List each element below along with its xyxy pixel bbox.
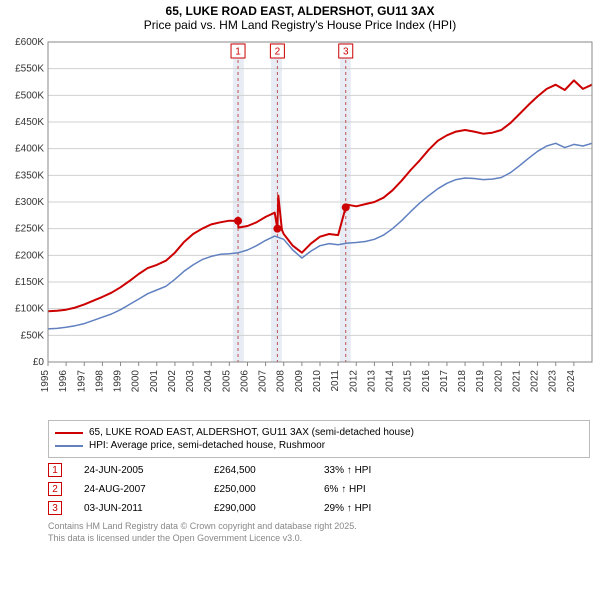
- svg-text:2003: 2003: [185, 370, 196, 393]
- svg-text:2014: 2014: [385, 370, 396, 393]
- svg-text:2001: 2001: [149, 370, 160, 393]
- chart-container: 65, LUKE ROAD EAST, ALDERSHOT, GU11 3AX …: [0, 0, 600, 544]
- svg-text:3: 3: [343, 47, 349, 58]
- svg-text:1999: 1999: [113, 370, 124, 393]
- svg-text:2021: 2021: [511, 370, 522, 393]
- legend-label: HPI: Average price, semi-detached house,…: [89, 440, 325, 451]
- sale-price: £264,500: [214, 465, 324, 476]
- line-chart-svg: £0 £50K £100K £150K £200K £250K £300K £350K £400…: [0, 34, 600, 414]
- legend: 65, LUKE ROAD EAST, ALDERSHOT, GU11 3AX …: [48, 420, 590, 458]
- svg-text:2012: 2012: [348, 370, 359, 393]
- sale-marker-icon: 1: [48, 463, 62, 477]
- svg-text:1: 1: [235, 47, 241, 58]
- sales-table: 1 24-JUN-2005 £264,500 33% ↑ HPI 2 24-AU…: [48, 463, 590, 515]
- legend-label: 65, LUKE ROAD EAST, ALDERSHOT, GU11 3AX …: [89, 427, 414, 438]
- sale-marker-icon: 3: [48, 501, 62, 515]
- svg-text:2002: 2002: [167, 370, 178, 393]
- svg-text:1996: 1996: [58, 370, 69, 393]
- title-address: 65, LUKE ROAD EAST, ALDERSHOT, GU11 3AX: [0, 4, 600, 18]
- svg-text:2016: 2016: [421, 370, 432, 393]
- svg-text:£250K: £250K: [15, 224, 44, 235]
- svg-text:1995: 1995: [40, 370, 51, 393]
- sale-price: £250,000: [214, 484, 324, 495]
- svg-text:£200K: £200K: [15, 250, 44, 261]
- svg-text:2007: 2007: [258, 370, 269, 393]
- title-subtitle: Price paid vs. HM Land Registry's House …: [0, 18, 600, 32]
- chart-area: £0 £50K £100K £150K £200K £250K £300K £350K £400…: [0, 34, 600, 414]
- svg-text:2020: 2020: [493, 370, 504, 393]
- svg-text:2015: 2015: [403, 370, 414, 393]
- svg-text:1997: 1997: [76, 370, 87, 393]
- svg-text:2000: 2000: [131, 370, 142, 393]
- legend-swatch: [55, 432, 83, 434]
- table-row: 3 03-JUN-2011 £290,000 29% ↑ HPI: [48, 501, 590, 515]
- svg-text:1998: 1998: [94, 370, 105, 393]
- legend-swatch: [55, 445, 83, 447]
- svg-text:£600K: £600K: [15, 37, 44, 48]
- svg-text:£350K: £350K: [15, 170, 44, 181]
- sale-price: £290,000: [214, 503, 324, 514]
- footer-attribution: Contains HM Land Registry data © Crown c…: [48, 521, 590, 544]
- svg-text:2019: 2019: [475, 370, 486, 393]
- table-row: 2 24-AUG-2007 £250,000 6% ↑ HPI: [48, 482, 590, 496]
- sale-date: 24-AUG-2007: [84, 484, 214, 495]
- svg-text:2018: 2018: [457, 370, 468, 393]
- svg-text:2010: 2010: [312, 370, 323, 393]
- title-block: 65, LUKE ROAD EAST, ALDERSHOT, GU11 3AX …: [0, 0, 600, 34]
- svg-text:£400K: £400K: [15, 144, 44, 155]
- svg-text:2004: 2004: [203, 370, 214, 393]
- svg-text:2006: 2006: [239, 370, 250, 393]
- svg-text:2023: 2023: [548, 370, 559, 393]
- sale-marker-icon: 2: [48, 482, 62, 496]
- sale-delta: 6% ↑ HPI: [324, 484, 434, 495]
- svg-text:2013: 2013: [366, 370, 377, 393]
- svg-text:£550K: £550K: [15, 64, 44, 75]
- sale-date: 24-JUN-2005: [84, 465, 214, 476]
- svg-text:£50K: £50K: [21, 330, 45, 341]
- sale-delta: 33% ↑ HPI: [324, 465, 434, 476]
- svg-text:2005: 2005: [221, 370, 232, 393]
- svg-text:£450K: £450K: [15, 117, 44, 128]
- sale-delta: 29% ↑ HPI: [324, 503, 434, 514]
- svg-text:2022: 2022: [530, 370, 541, 393]
- svg-text:2024: 2024: [566, 370, 577, 393]
- svg-text:£500K: £500K: [15, 90, 44, 101]
- svg-text:2017: 2017: [439, 370, 450, 393]
- svg-text:£100K: £100K: [15, 304, 44, 315]
- svg-text:2008: 2008: [276, 370, 287, 393]
- svg-text:2009: 2009: [294, 370, 305, 393]
- sale-date: 03-JUN-2011: [84, 503, 214, 514]
- svg-text:2: 2: [275, 47, 281, 58]
- legend-item: 65, LUKE ROAD EAST, ALDERSHOT, GU11 3AX …: [55, 427, 583, 438]
- svg-text:£150K: £150K: [15, 277, 44, 288]
- footer-line: Contains HM Land Registry data © Crown c…: [48, 521, 590, 533]
- legend-item: HPI: Average price, semi-detached house,…: [55, 440, 583, 451]
- table-row: 1 24-JUN-2005 £264,500 33% ↑ HPI: [48, 463, 590, 477]
- svg-text:£0: £0: [33, 357, 45, 368]
- svg-text:2011: 2011: [330, 370, 341, 392]
- svg-text:£300K: £300K: [15, 197, 44, 208]
- footer-line: This data is licensed under the Open Gov…: [48, 533, 590, 545]
